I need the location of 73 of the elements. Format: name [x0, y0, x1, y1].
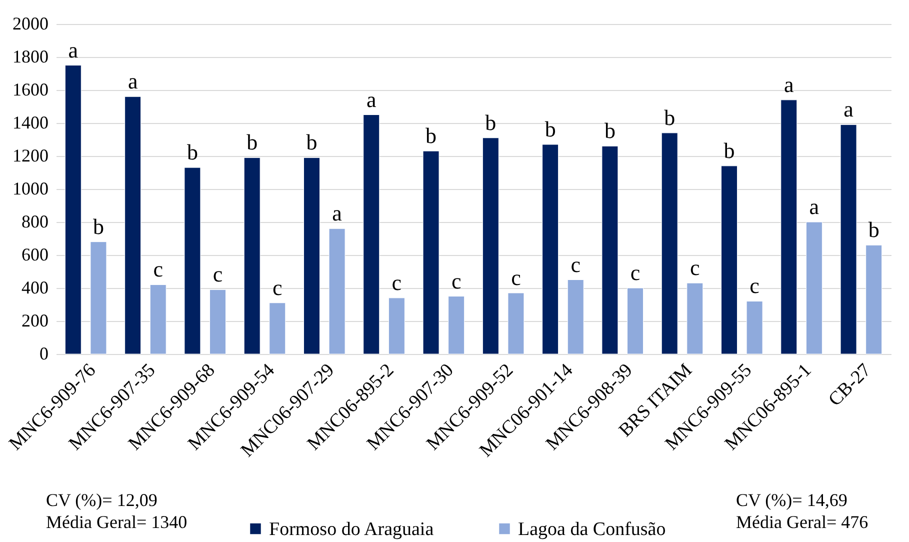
bar — [448, 296, 465, 354]
bar — [542, 144, 559, 354]
data-label: a — [332, 200, 342, 226]
bar — [422, 150, 440, 354]
bar — [184, 167, 201, 354]
y-tick-label: 800 — [22, 212, 48, 232]
data-label: c — [511, 264, 522, 290]
bar — [686, 282, 704, 354]
text: CV (%)= 14,69 — [736, 490, 848, 510]
text: CV (%)= 12,09 — [46, 490, 158, 510]
bar — [482, 138, 499, 354]
bar — [328, 228, 346, 354]
bar — [866, 244, 882, 354]
bar — [150, 284, 166, 354]
bar — [363, 114, 380, 354]
y-tick-label: 200 — [22, 310, 48, 330]
y-tick-label: 1200 — [12, 146, 48, 166]
bar — [661, 132, 678, 354]
legend-label: Formoso do Araguaia — [269, 518, 434, 540]
data-label: b — [246, 130, 258, 155]
data-label: c — [570, 252, 581, 277]
bar — [303, 157, 320, 354]
data-label: c — [153, 256, 164, 282]
y-tick-label: 1600 — [12, 80, 48, 100]
data-label: c — [272, 274, 283, 300]
bar — [124, 96, 142, 354]
data-label: c — [630, 260, 640, 285]
data-label: b — [604, 118, 616, 144]
y-tick-label: 0 — [40, 344, 48, 364]
bar — [244, 157, 260, 354]
bar — [746, 300, 763, 354]
data-label: a — [68, 37, 78, 62]
data-label: c — [392, 270, 402, 295]
data-label: b — [306, 130, 318, 155]
data-label: b — [92, 214, 104, 239]
bar — [64, 65, 82, 354]
data-label: b — [186, 140, 198, 165]
data-label: a — [844, 96, 854, 122]
data-label: a — [128, 68, 138, 94]
bar — [269, 302, 286, 354]
bar — [806, 222, 822, 354]
legend-label: Lagoa da Confusão — [518, 518, 666, 540]
data-label: a — [784, 72, 794, 97]
data-label: b — [544, 116, 556, 142]
y-tick-label: 2000 — [12, 14, 48, 34]
y-tick-label: 400 — [22, 278, 48, 298]
bar — [210, 289, 226, 354]
bar — [567, 280, 584, 354]
data-label: b — [485, 110, 496, 135]
y-tick-label: 1400 — [12, 112, 48, 132]
data-label: b — [426, 123, 437, 148]
bar — [508, 292, 524, 354]
bar — [780, 100, 798, 354]
text: Média Geral= 476 — [736, 512, 868, 532]
data-label: a — [809, 194, 820, 219]
data-label: c — [212, 262, 223, 287]
data-label: c — [690, 255, 700, 280]
data-label: c — [451, 268, 462, 294]
data-label: a — [366, 86, 376, 112]
text: Média Geral= 1340 — [46, 512, 188, 532]
bar — [720, 166, 738, 354]
bar — [627, 288, 644, 354]
y-tick-label: 600 — [22, 244, 48, 264]
bar — [388, 298, 405, 354]
data-label: b — [724, 138, 735, 163]
bar — [840, 124, 857, 354]
y-tick-label: 1000 — [12, 178, 48, 198]
data-label: b — [868, 217, 880, 242]
bar — [90, 242, 107, 354]
bar — [602, 146, 618, 354]
data-label: b — [664, 104, 676, 130]
data-label: c — [750, 273, 760, 298]
y-tick-label: 1800 — [12, 46, 48, 66]
